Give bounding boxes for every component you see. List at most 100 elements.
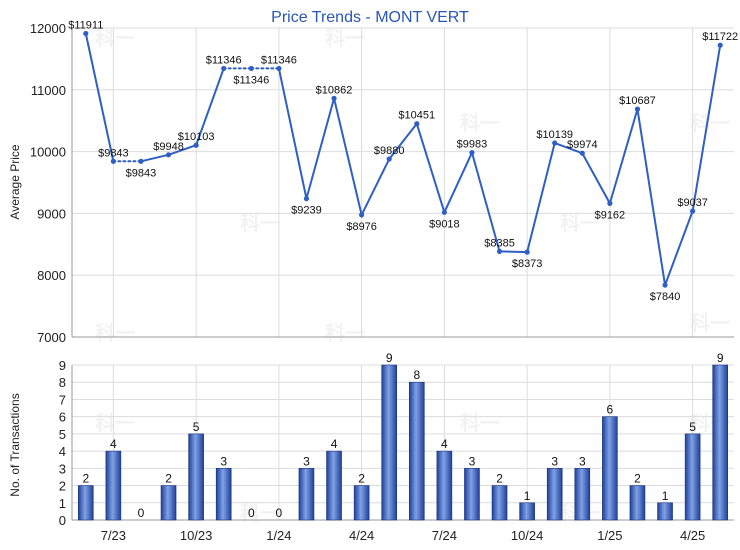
transaction-bar: [574, 468, 591, 521]
bar-data-label: 6: [607, 403, 614, 417]
bar-data-label: 3: [579, 454, 586, 468]
transaction-bar: [491, 485, 508, 521]
price-point: [303, 196, 310, 202]
transaction-bar: [326, 450, 342, 521]
bar-data-label: 3: [551, 454, 558, 468]
transaction-bar: [629, 485, 646, 521]
bar-y-tick-label: 6: [59, 410, 66, 425]
bar-y-tick-label: 7: [59, 392, 66, 407]
price-line-segment: [443, 151, 473, 214]
bar-y-tick-label: 3: [59, 461, 66, 476]
price-y-tick-label: 7000: [37, 330, 66, 345]
bar-data-label: 2: [496, 472, 503, 486]
bar-y-tick-label: 8: [59, 375, 66, 390]
transaction-bar: [464, 468, 480, 521]
transaction-bar: [353, 485, 370, 521]
price-point: [524, 249, 530, 255]
x-tick-label: 4/24: [349, 528, 374, 543]
watermark-text: 科一: [325, 26, 365, 50]
bar-data-label: 3: [469, 454, 476, 468]
price-data-label: $9239: [291, 205, 322, 217]
bar-data-label: 3: [303, 454, 310, 468]
bar-plot-frame: [71, 365, 734, 521]
watermark-layer: 科一科一科一科一科一科一科一科一科一科一科一科一科一科一: [95, 26, 730, 525]
bar-data-label: 2: [165, 472, 172, 486]
price-y-tick-label: 9000: [37, 206, 66, 221]
price-data-label: $9843: [126, 167, 157, 179]
price-y-tick-label: 12000: [30, 21, 66, 36]
x-tick-label: 7/24: [432, 528, 457, 543]
transaction-bar: [712, 364, 729, 521]
price-point: [359, 212, 365, 218]
price-point: [248, 65, 254, 72]
bar-data-label: 8: [413, 368, 420, 382]
price-point: [634, 106, 641, 112]
watermark-text: 科一: [690, 111, 730, 135]
price-point: [221, 65, 227, 72]
bar-data-label: 4: [110, 437, 117, 451]
price-data-label: $8385: [484, 237, 515, 249]
price-data-label: $10451: [398, 110, 435, 122]
price-point: [165, 152, 172, 158]
price-point: [690, 208, 696, 214]
price-data-label: $9948: [153, 141, 184, 153]
price-data-label: $9037: [677, 197, 708, 209]
price-data-label: $9843: [98, 147, 129, 159]
price-data-label: $9974: [567, 139, 598, 151]
price-point: [496, 248, 503, 255]
bar-data-label: 1: [662, 489, 669, 503]
price-point: [717, 42, 723, 48]
transaction-bar: [408, 381, 425, 521]
transaction-bar: [215, 468, 232, 521]
price-point: [414, 121, 420, 127]
bar-y-tick-label: 9: [59, 358, 66, 373]
price-data-label: $11911: [68, 20, 103, 32]
price-data-label: $11346: [233, 74, 269, 86]
bar-data-label: 4: [331, 437, 338, 451]
x-tick-label: 4/25: [680, 528, 705, 543]
bar-y-tick-label: 4: [59, 444, 66, 459]
bar-y-tick-label: 5: [59, 427, 66, 442]
price-line-segment: [581, 152, 611, 205]
watermark-text: 科一: [240, 501, 280, 525]
price-point: [83, 30, 89, 37]
transaction-bar: [546, 468, 563, 521]
price-line-segment: [305, 97, 336, 200]
price-data-label: $9162: [595, 209, 626, 221]
price-line-segment: [608, 108, 639, 205]
transaction-bar: [684, 433, 701, 521]
price-line-segment: [84, 32, 115, 163]
price-data-label: $11346: [206, 54, 242, 66]
transaction-bar: [381, 364, 398, 521]
x-tick-label: 10/23: [180, 528, 213, 543]
price-data-label: $10862: [316, 84, 353, 96]
price-point: [441, 209, 447, 215]
price-series: [83, 30, 723, 288]
price-data-label: $9983: [457, 139, 488, 151]
bar-data-label: 5: [689, 420, 696, 434]
price-point: [607, 200, 613, 206]
price-point: [386, 156, 392, 162]
transaction-bar: [160, 485, 177, 521]
price-line-segment: [167, 144, 198, 156]
transaction-bar: [105, 450, 122, 521]
x-ticks: 7/23 10/23 1/24 4/24 7/24 10/24 1/25 4/25: [101, 528, 706, 543]
price-line-segment: [333, 97, 363, 216]
price-point: [552, 140, 558, 146]
watermark-text: 科一: [460, 411, 500, 435]
bar-data-label: 9: [717, 351, 724, 365]
price-point: [110, 158, 116, 164]
price-y-tick-label: 10000: [30, 145, 66, 160]
bar-data-label: 2: [358, 472, 365, 486]
bar-data-label: 2: [82, 472, 89, 486]
x-tick-label: 10/24: [511, 528, 544, 543]
price-data-label: $11346: [261, 54, 297, 66]
bar-data-label: 9: [386, 351, 393, 365]
watermark-text: 科一: [690, 311, 730, 335]
price-line-segment: [553, 142, 584, 155]
transaction-bars: [77, 364, 729, 521]
price-point: [331, 95, 337, 101]
bar-data-label: 4: [441, 437, 448, 451]
